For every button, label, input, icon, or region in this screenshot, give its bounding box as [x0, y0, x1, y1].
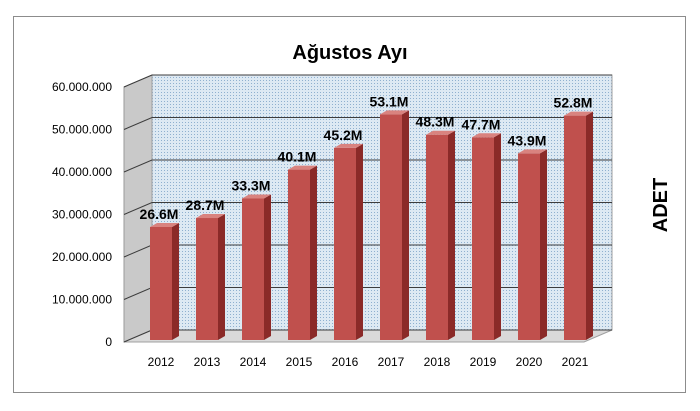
gridline — [123, 159, 612, 173]
bar-top — [242, 194, 271, 199]
bar-side — [586, 111, 593, 340]
x-tick-label: 2018 — [424, 355, 451, 369]
y-tick-label: 30.000.000 — [52, 208, 112, 222]
x-tick-label: 2012 — [148, 355, 175, 369]
bar-front — [380, 114, 402, 340]
bar-chart: Ağustos Ayı 0 10.000.000 20.000.000 30.000.… — [52, 42, 672, 369]
bar-front — [288, 169, 310, 340]
y-tick-label: 0 — [105, 335, 112, 349]
gridline — [123, 202, 612, 215]
bar — [196, 214, 225, 340]
chart-title: Ağustos Ayı — [292, 42, 407, 64]
bar — [242, 194, 271, 340]
data-label: 53.1M — [370, 93, 409, 109]
x-tick-label: 2019 — [470, 355, 497, 369]
bar — [518, 149, 547, 340]
data-label: 28.7M — [186, 197, 225, 213]
y-tick-label: 20.000.000 — [52, 250, 112, 264]
bars — [150, 110, 593, 340]
data-label: 47.7M — [462, 116, 501, 132]
bar — [380, 110, 409, 340]
bar-top — [518, 149, 547, 154]
bar-top — [196, 214, 225, 219]
bar-top — [564, 111, 593, 116]
x-tick-label: 2016 — [332, 355, 359, 369]
x-tick-label: 2017 — [378, 355, 405, 369]
data-labels: 26.6M 28.7M 33.3M 40.1M 45.2M 53.1M 48.3M 47.7M… — [140, 93, 593, 222]
bar-front — [564, 115, 586, 340]
bar-top — [472, 133, 501, 138]
data-label: 33.3M — [232, 177, 271, 193]
bar-side — [310, 165, 317, 340]
bar-front — [196, 218, 218, 340]
x-tick-label: 2015 — [286, 355, 313, 369]
data-label: 40.1M — [278, 149, 317, 165]
bar-top — [426, 130, 455, 135]
bar — [426, 130, 455, 340]
bar — [564, 111, 593, 340]
y-tick-label: 50.000.000 — [52, 123, 112, 137]
bar-top — [288, 165, 317, 170]
bar-top — [380, 110, 409, 115]
gridline — [123, 74, 612, 88]
bar — [472, 133, 501, 340]
x-tick-label: 2013 — [194, 355, 221, 369]
bar-front — [242, 198, 264, 340]
chart-frame: Ağustos Ayı 0 10.000.000 20.000.000 30.000.… — [13, 16, 686, 393]
data-label: 52.8M — [554, 95, 593, 111]
y-tick-label: 10.000.000 — [52, 293, 112, 307]
bar-side — [448, 130, 455, 340]
x-tick-label: 2014 — [240, 355, 267, 369]
bar-front — [518, 153, 540, 340]
bar-front — [472, 137, 494, 340]
bar-front — [150, 226, 172, 340]
bar-side — [264, 194, 271, 340]
gridline — [123, 117, 612, 130]
y-axis-ticks: 0 10.000.000 20.000.000 30.000.000 40.000.00… — [52, 80, 112, 349]
bar-side — [356, 143, 363, 340]
data-label: 43.9M — [508, 132, 547, 148]
bar-side — [540, 149, 547, 340]
bar — [334, 143, 363, 340]
y-tick-label: 40.000.000 — [52, 165, 112, 179]
bar-side — [172, 222, 179, 340]
bar — [288, 165, 317, 340]
bar-top — [334, 143, 363, 148]
bar-front — [426, 134, 448, 340]
data-label: 45.2M — [324, 127, 363, 143]
bar-front — [334, 147, 356, 340]
bar-side — [402, 110, 409, 340]
bar — [150, 222, 179, 340]
y-axis-label: ADET — [650, 178, 672, 232]
y-tick-label: 60.000.000 — [52, 80, 112, 94]
x-axis-ticks: 2012 2013 2014 2015 2016 2017 2018 2019 2020 2021 — [148, 355, 589, 369]
bar-side — [494, 133, 501, 340]
x-tick-label: 2021 — [562, 355, 589, 369]
bar-side — [218, 214, 225, 340]
data-label: 48.3M — [416, 114, 455, 130]
bar-top — [150, 222, 179, 227]
data-label: 26.6M — [140, 206, 179, 222]
x-tick-label: 2020 — [516, 355, 543, 369]
